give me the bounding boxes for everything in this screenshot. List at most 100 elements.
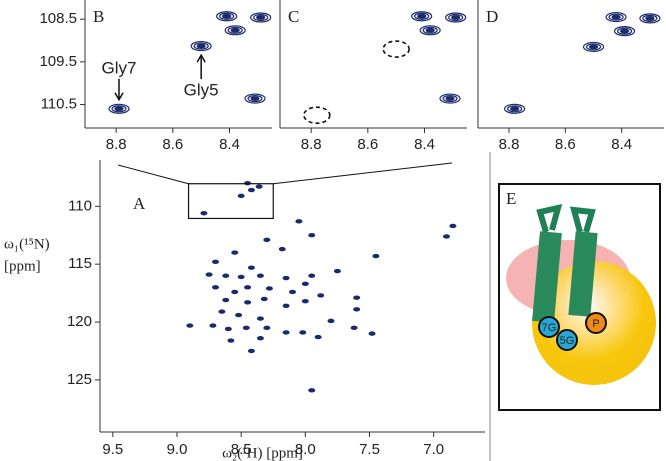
x-tick-label: 7.0 — [423, 441, 444, 458]
peak — [368, 331, 376, 336]
contour — [219, 12, 235, 20]
arrow — [196, 53, 206, 80]
x-tick-label: 8.8 — [106, 136, 127, 153]
peak — [247, 348, 255, 354]
peak — [317, 293, 325, 298]
contour — [608, 13, 624, 21]
peak — [108, 103, 130, 114]
peak — [301, 281, 309, 287]
peak — [247, 187, 255, 193]
panel-label: B — [93, 7, 104, 26]
contour — [585, 43, 602, 51]
y-axis-label: [ppm] — [4, 258, 41, 274]
panel-label: D — [486, 7, 498, 26]
contour — [507, 105, 523, 113]
peak — [244, 93, 266, 104]
peak — [353, 295, 361, 300]
peak — [260, 296, 268, 302]
peak — [449, 223, 457, 229]
peak — [639, 13, 661, 24]
peak — [256, 336, 264, 341]
loop — [536, 203, 596, 233]
peak — [209, 323, 217, 328]
peak — [308, 273, 316, 278]
node-label: 7G — [542, 322, 557, 334]
peak — [308, 388, 316, 393]
contour — [244, 93, 266, 104]
absent-peak — [303, 106, 331, 124]
peak — [256, 273, 264, 278]
zoom-line — [273, 162, 453, 185]
peak — [224, 25, 246, 36]
absent-peak — [382, 40, 410, 58]
peak — [237, 193, 245, 199]
peak — [212, 285, 219, 290]
peak — [314, 334, 322, 340]
annotation: Gly7 — [102, 58, 137, 77]
peak — [282, 303, 290, 309]
x-tick-label: 8.4 — [414, 136, 435, 153]
peak — [372, 253, 380, 259]
contour — [611, 14, 621, 20]
contour — [613, 26, 636, 37]
x-axis-label: ω₂(¹H) [ppm] — [222, 445, 303, 461]
contour — [451, 15, 461, 20]
x-tick-label: 7.5 — [359, 441, 380, 458]
contour — [439, 93, 461, 104]
contour — [111, 105, 127, 113]
peak — [353, 307, 361, 312]
peak — [301, 299, 309, 304]
contour — [588, 44, 599, 50]
peak — [231, 289, 239, 295]
contour — [114, 106, 124, 112]
arrow — [114, 78, 124, 102]
peak — [244, 285, 252, 290]
contour — [642, 14, 658, 22]
x-tick-label: 8.4 — [611, 136, 632, 153]
peak — [263, 237, 271, 243]
x-tick-label: 8.6 — [357, 136, 378, 153]
node-label: 5G — [560, 335, 575, 347]
contour — [196, 43, 206, 49]
peak — [605, 11, 627, 23]
zoom-box — [187, 183, 274, 220]
peak — [289, 289, 296, 295]
peak — [327, 318, 335, 324]
peak — [582, 41, 605, 53]
peak — [419, 25, 441, 36]
node — [538, 316, 560, 338]
contour — [216, 11, 238, 22]
x-tick-label: 8.0 — [295, 441, 316, 458]
contour — [190, 40, 212, 52]
peak — [308, 233, 316, 238]
peak — [443, 234, 450, 239]
contour — [504, 103, 526, 114]
contour — [417, 13, 427, 19]
peak — [186, 323, 194, 328]
contour — [448, 13, 464, 22]
peak — [242, 325, 250, 331]
x-tick-label: 9.5 — [102, 441, 123, 458]
contour — [227, 26, 243, 34]
node — [585, 312, 607, 334]
contour — [639, 13, 661, 24]
panel-label: A — [133, 194, 146, 213]
peak — [224, 326, 232, 332]
peak — [265, 286, 273, 291]
peak — [190, 40, 212, 52]
peak — [263, 325, 271, 331]
y-tick-label: 109.5 — [39, 53, 77, 70]
peak — [350, 325, 358, 331]
peak — [212, 259, 219, 265]
y-tick-label: 110.5 — [41, 96, 77, 113]
peak — [282, 330, 290, 335]
helix — [532, 231, 562, 323]
x-tick-label: 8.6 — [555, 136, 576, 153]
peak — [231, 250, 239, 255]
contour — [224, 25, 246, 36]
peak — [222, 273, 230, 278]
contour — [222, 13, 232, 19]
y-tick-label: 115 — [68, 255, 92, 272]
contour — [411, 11, 433, 22]
